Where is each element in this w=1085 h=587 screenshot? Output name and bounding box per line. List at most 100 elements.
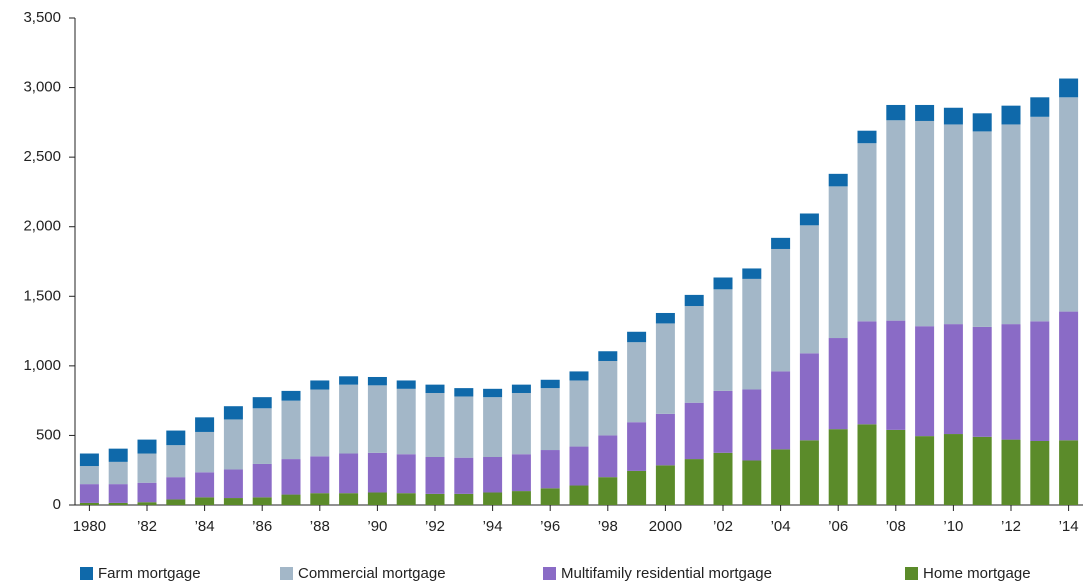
bar-segment [1001,124,1021,325]
bar-segment [396,380,416,389]
bar-segment [915,120,935,327]
bar-segment [972,131,992,327]
x-tick-label: ’86 [252,518,272,535]
bar-segment [339,453,359,494]
bar-segment [915,104,935,121]
bar-segment [367,452,387,493]
bar-segment [137,482,157,503]
bar-segment [886,104,906,121]
bar-segment [310,456,330,494]
bar-segment [1001,105,1021,125]
bar-segment [367,492,387,505]
bar-segment [972,326,992,437]
bar-segment [569,371,589,381]
bar-segment [137,439,157,454]
bar-segment [281,400,301,460]
bar-segment [943,124,963,325]
bar-segment [799,225,819,354]
bar-segment [1030,440,1050,505]
bar-segment [281,459,301,495]
bar-segment [223,419,243,470]
bar-segment [828,429,848,505]
bar-segment [79,453,99,467]
bar-segment [339,376,359,385]
x-tick-label: ’96 [540,518,560,535]
legend-swatch [280,567,293,580]
legend-swatch [905,567,918,580]
bar-segment [281,494,301,505]
bar-segment [627,470,647,505]
bar-segment [79,502,99,505]
x-tick-label: ’82 [137,518,157,535]
bar-segment [166,445,186,478]
bar-segment [396,388,416,455]
bar-segment [511,384,531,393]
bar-segment [1059,78,1079,98]
bar-segment [396,493,416,505]
bar-segment [425,392,445,457]
bar-segment [915,436,935,505]
bar-segment [886,320,906,430]
bar-segment [1059,97,1079,312]
bar-segment [684,306,704,403]
bar-segment [367,376,387,386]
legend-label: Multifamily residential mortgage [561,565,772,582]
bar-segment [108,484,128,503]
x-tick-label: ’88 [310,518,330,535]
x-tick-label: ’02 [713,518,733,535]
bar-segment [252,408,272,464]
bar-segment [598,435,618,478]
bar-segment [540,388,560,451]
bar-segment [166,477,186,500]
bar-segment [425,456,445,494]
bar-segment [252,463,272,498]
bar-segment [713,277,733,290]
bar-segment [972,113,992,132]
bar-segment [857,321,877,425]
y-tick-label: 3,000 [23,79,61,96]
bar-segment [195,497,215,505]
bar-segment [108,502,128,505]
bar-segment [828,338,848,430]
x-tick-label: ’90 [367,518,387,535]
bar-segment [223,498,243,505]
bar-segment [540,379,560,389]
legend-swatch [80,567,93,580]
x-tick-label: ’08 [886,518,906,535]
bar-segment [771,248,791,372]
bar-segment [252,397,272,409]
bar-segment [454,493,474,505]
bar-segment [195,417,215,432]
bar-segment [511,491,531,505]
bar-segment [223,406,243,420]
bar-segment [799,440,819,505]
bar-segment [1059,440,1079,505]
bar-segment [166,499,186,505]
bar-segment [1030,97,1050,117]
bar-segment [655,312,675,324]
legend-swatch [543,567,556,580]
bar-segment [655,465,675,505]
bar-segment [713,390,733,453]
bar-segment [108,461,128,485]
bar-segment [310,389,330,457]
bar-segment [166,430,186,446]
bar-segment [771,371,791,450]
y-tick-label: 0 [53,496,61,513]
bar-segment [396,454,416,494]
bar-segment [857,424,877,505]
bar-segment [627,342,647,423]
bar-segment [540,488,560,505]
bar-segment [569,380,589,447]
bar-segment [483,397,503,457]
bar-segment [598,351,618,361]
bar-segment [742,278,762,390]
bar-segment [598,477,618,505]
bar-segment [569,446,589,486]
bar-segment [483,388,503,398]
x-tick-label: 1980 [73,518,106,535]
bar-segment [742,268,762,279]
bar-segment [137,453,157,483]
bar-segment [223,469,243,499]
